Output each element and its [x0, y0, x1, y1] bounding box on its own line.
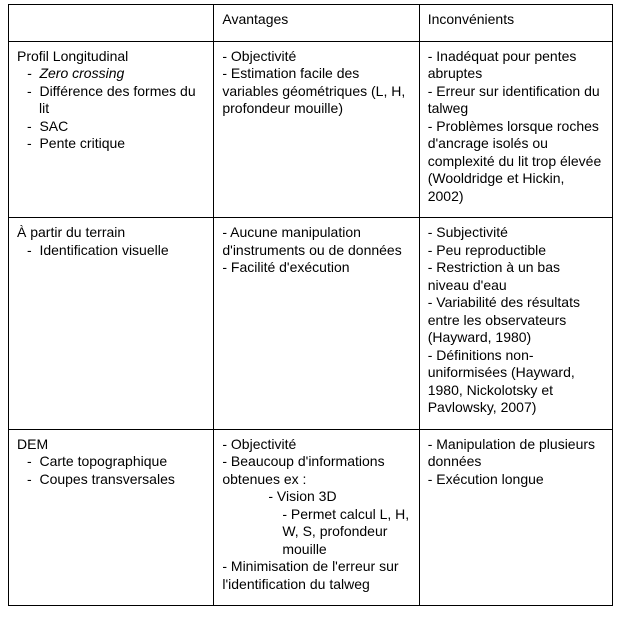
disadvantage-item: - Peu reproductible	[428, 242, 604, 260]
disadvantage-item: - Problèmes lorsque roches d'ancrage iso…	[428, 118, 604, 206]
advantage-subitem: - Vision 3D	[222, 488, 410, 506]
disadvantages-cell: - Subjectivité - Peu reproductible - Res…	[419, 218, 612, 430]
table-header-row: Avantages Inconvénients	[9, 5, 613, 42]
advantages-cell: - Objectivité - Beaucoup d'informations …	[214, 429, 419, 606]
method-cell: Profil Longitudinal - Zero crossing - Di…	[9, 41, 214, 218]
disadvantage-item: - Subjectivité	[428, 224, 604, 242]
header-cell-disadvantages: Inconvénients	[419, 5, 612, 42]
method-cell: DEM - Carte topographique - Coupes trans…	[9, 429, 214, 606]
method-item: - Différence des formes du lit	[17, 83, 205, 118]
advantage-item: - Objectivité	[222, 48, 410, 66]
method-item: - SAC	[17, 118, 205, 136]
table-row: À partir du terrain - Identification vis…	[9, 218, 613, 430]
header-advantages-label: Avantages	[222, 11, 288, 27]
disadvantages-cell: - Manipulation de plusieurs données - Ex…	[419, 429, 612, 606]
advantages-cell: - Objectivité - Estimation facile des va…	[214, 41, 419, 218]
method-cell: À partir du terrain - Identification vis…	[9, 218, 214, 430]
disadvantage-item: - Restriction à un bas niveau d'eau	[428, 259, 604, 294]
header-cell-advantages: Avantages	[214, 5, 419, 42]
table-row: Profil Longitudinal - Zero crossing - Di…	[9, 41, 613, 218]
header-disadvantages-label: Inconvénients	[428, 11, 514, 27]
table-row: DEM - Carte topographique - Coupes trans…	[9, 429, 613, 606]
disadvantage-item: - Manipulation de plusieurs données	[428, 436, 604, 471]
advantage-item: - Aucune manipulation d'instruments ou d…	[222, 224, 410, 259]
advantage-subitem: - Permet calcul L, H, W, S, profondeur m…	[222, 506, 410, 559]
disadvantage-item: - Définitions non-uniformisées (Hayward,…	[428, 347, 604, 417]
advantage-item: - Facilité d'exécution	[222, 259, 410, 277]
header-cell-method	[9, 5, 214, 42]
method-item: - Zero crossing	[17, 65, 205, 83]
advantage-item: - Beaucoup d'informations obtenues ex :	[222, 453, 410, 488]
disadvantages-cell: - Inadéquat pour pentes abruptes - Erreu…	[419, 41, 612, 218]
advantages-cell: - Aucune manipulation d'instruments ou d…	[214, 218, 419, 430]
method-title: À partir du terrain	[17, 224, 205, 242]
method-title: DEM	[17, 436, 205, 454]
disadvantage-item: - Erreur sur identification du talweg	[428, 83, 604, 118]
disadvantage-item: - Variabilité des résultats entre les ob…	[428, 294, 604, 347]
comparison-table: Avantages Inconvénients Profil Longitudi…	[8, 4, 613, 606]
method-item: - Identification visuelle	[17, 242, 205, 260]
advantage-item: - Objectivité	[222, 436, 410, 454]
method-title: Profil Longitudinal	[17, 48, 205, 66]
advantage-item: - Estimation facile des variables géomét…	[222, 65, 410, 118]
method-item: - Carte topographique	[17, 453, 205, 471]
advantage-item: - Minimisation de l'erreur sur l'identif…	[222, 558, 410, 593]
disadvantage-item: - Inadéquat pour pentes abruptes	[428, 48, 604, 83]
disadvantage-item: - Exécution longue	[428, 471, 604, 489]
method-item: - Pente critique	[17, 135, 205, 153]
method-item: - Coupes transversales	[17, 471, 205, 489]
